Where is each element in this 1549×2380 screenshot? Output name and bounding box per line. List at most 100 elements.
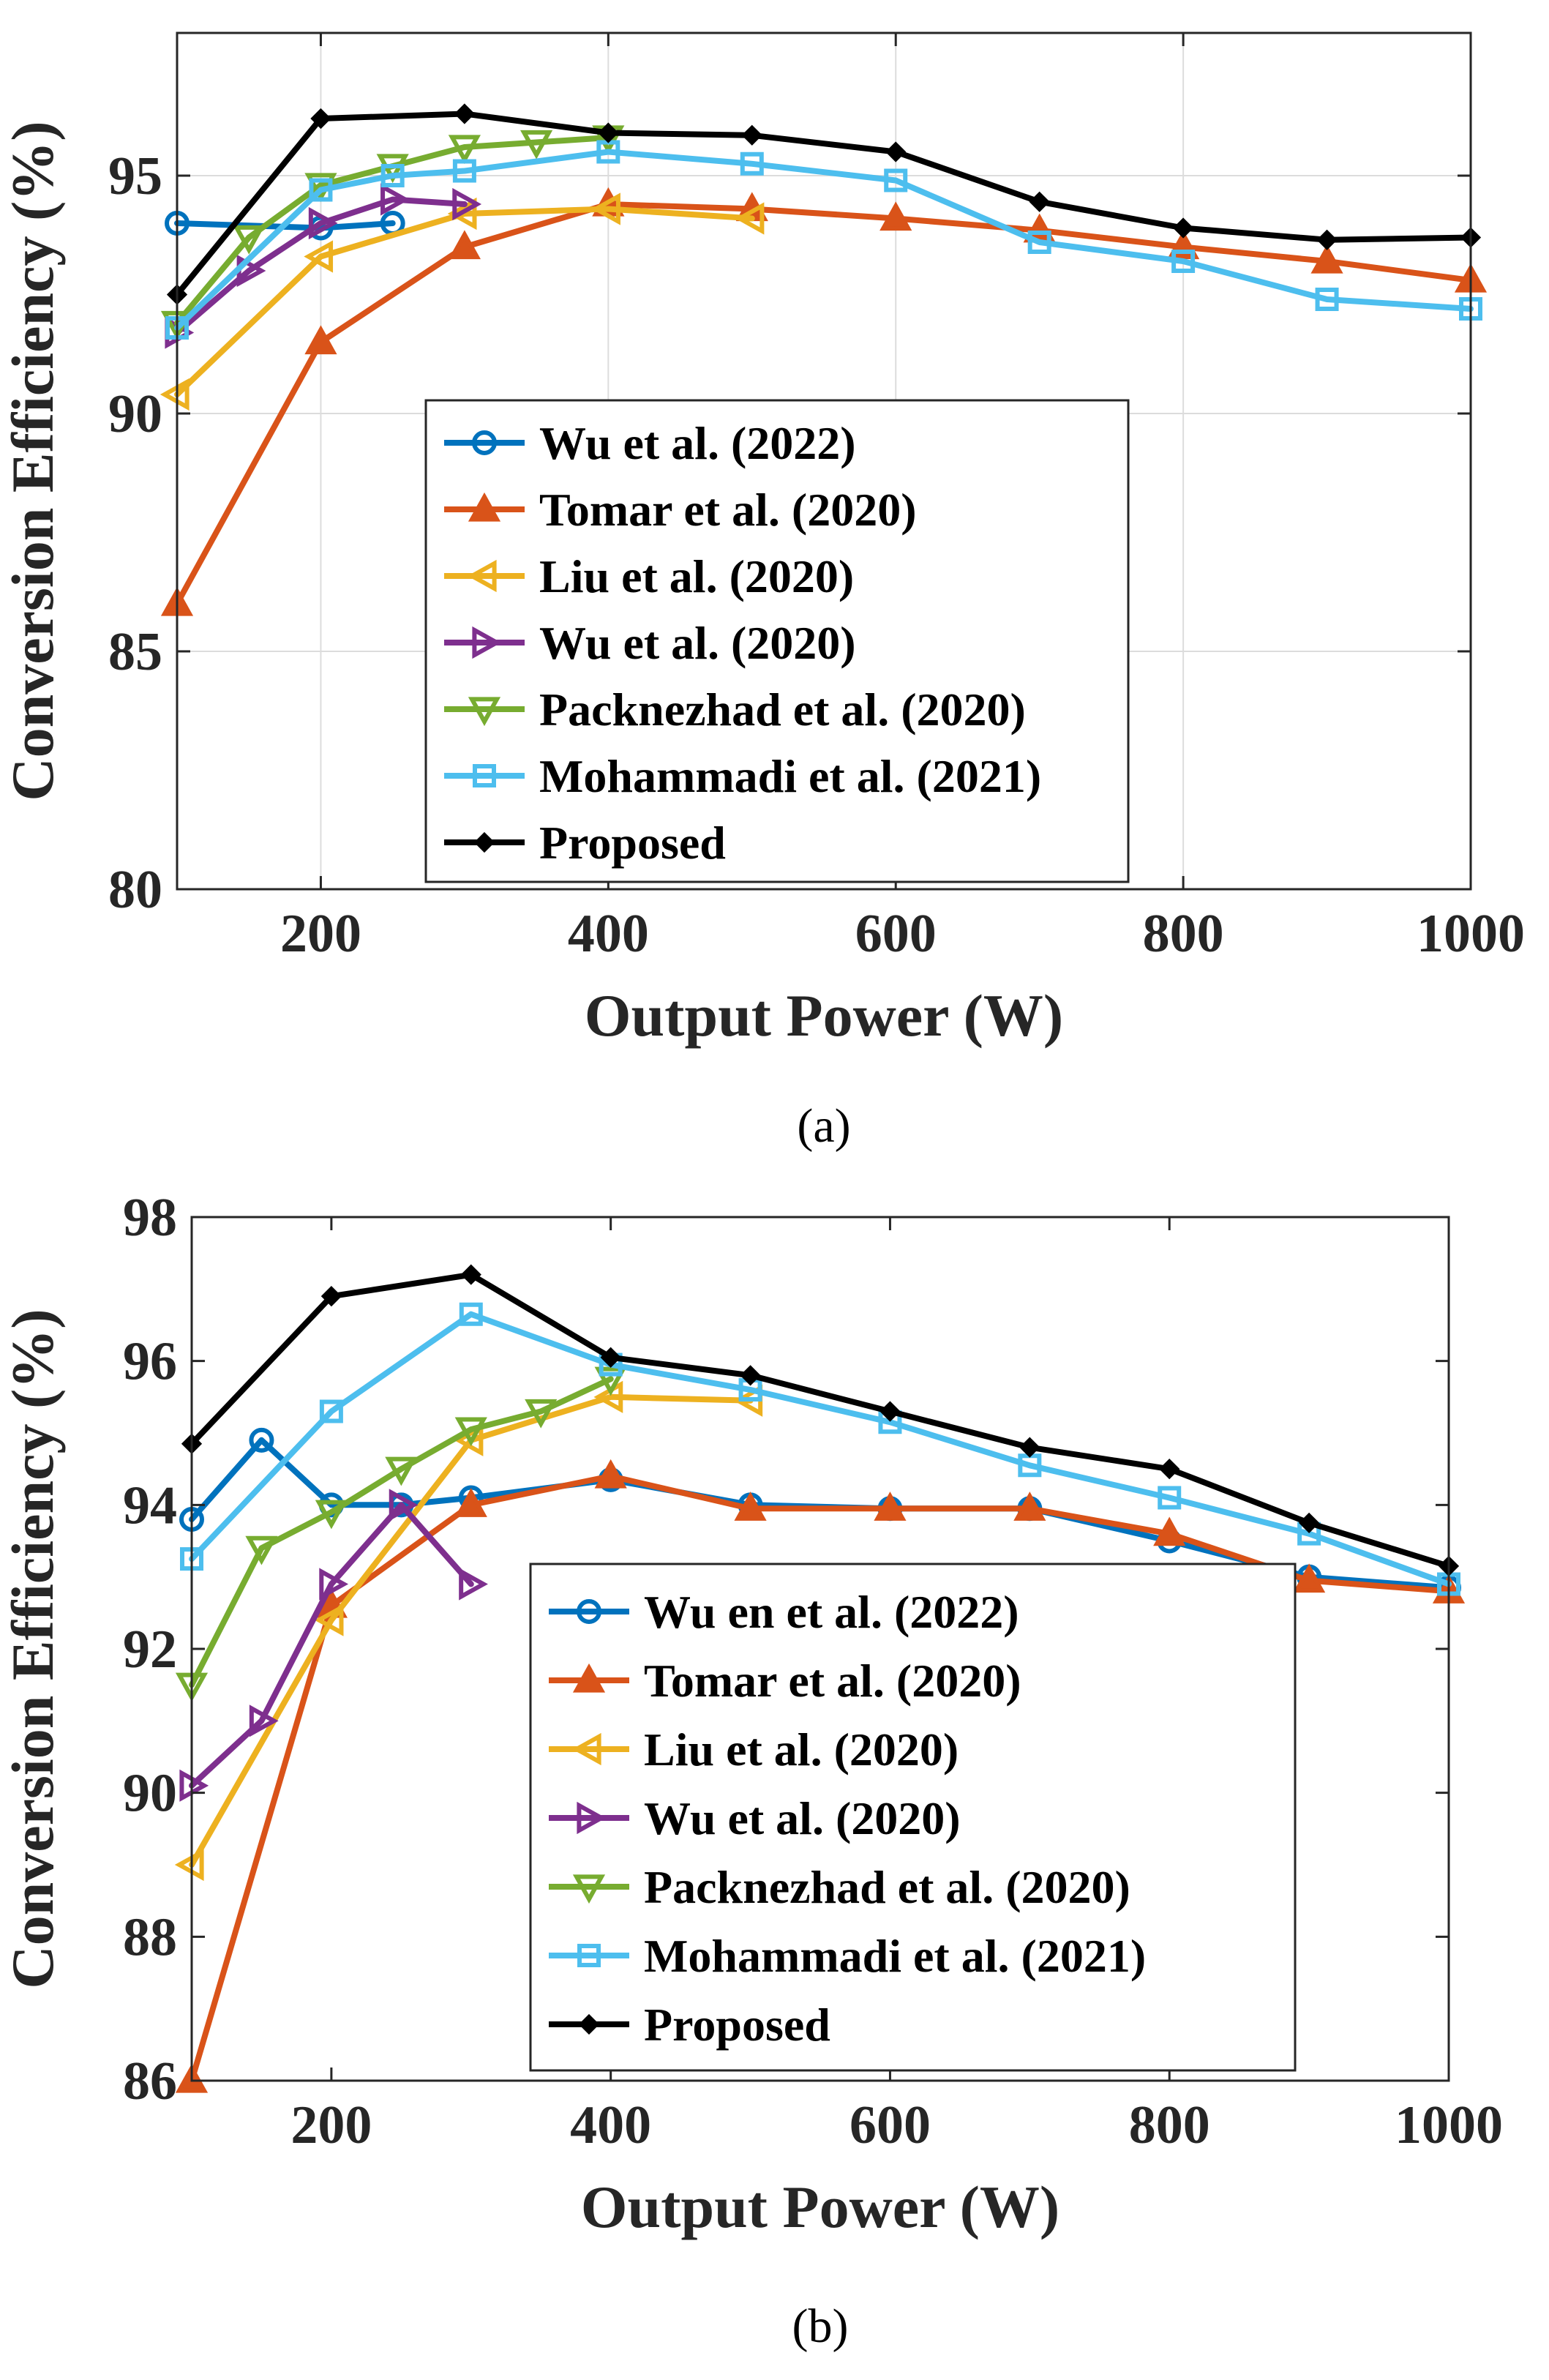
legend-marker xyxy=(473,764,496,787)
x-tick-label: 1000 xyxy=(1395,2095,1503,2155)
y-tick-label: 86 xyxy=(123,2051,177,2111)
legend-marker xyxy=(578,2013,600,2035)
x-tick-label: 200 xyxy=(280,904,361,964)
data-point xyxy=(385,1456,418,1486)
data-point xyxy=(1310,244,1343,274)
legend-label: Liu et al. (2020) xyxy=(644,1724,959,1775)
data-point xyxy=(1027,231,1051,254)
data-point xyxy=(454,1423,484,1456)
series-line xyxy=(174,111,1474,298)
data-point xyxy=(304,325,337,355)
x-tick-label: 1000 xyxy=(1417,904,1525,964)
data-point xyxy=(319,1399,343,1423)
data-point xyxy=(389,1489,419,1522)
legend-entry-liu-et-al-2020: Liu et al. (2020) xyxy=(444,550,854,602)
y-tick-label: 90 xyxy=(108,384,162,444)
x-tick-label: 400 xyxy=(568,904,649,964)
data-point xyxy=(879,201,912,231)
data-point xyxy=(1153,1516,1186,1546)
series-liu-et-al-2020 xyxy=(160,192,765,411)
legend-marker xyxy=(572,1874,606,1904)
legend-label: Mohammadi et al. (2021) xyxy=(644,1930,1146,1982)
data-point xyxy=(174,1848,204,1882)
data-point xyxy=(315,1500,348,1530)
chart-panel-b: 200 400 600 800 1000 86 88 90 92 94 96 98 Output Pow… xyxy=(0,1188,1503,2353)
panel-caption: (b) xyxy=(792,2299,849,2353)
legend-entry-wu-et-al-2022: Wu et al. (2022) xyxy=(444,417,856,469)
y-axis-label: Conversion Efficiency (%) xyxy=(0,121,66,801)
legend-label: Tomar et al. (2020) xyxy=(644,1655,1021,1707)
panel-caption: (a) xyxy=(797,1099,850,1153)
legend-label: Packnezhad et al. (2020) xyxy=(539,684,1026,736)
data-point xyxy=(885,141,907,162)
series-line xyxy=(189,1473,1452,2084)
legend-entry-wu-et-al-2020: Wu et al. (2020) xyxy=(549,1792,961,1844)
legend-marker xyxy=(571,1732,601,1766)
y-tick-label: 88 xyxy=(123,1907,177,1967)
legend-label: Wu et al. (2020) xyxy=(539,617,856,669)
data-point xyxy=(594,1366,627,1396)
data-point xyxy=(740,151,764,176)
data-point xyxy=(160,378,190,411)
data-point xyxy=(380,164,405,187)
data-point xyxy=(1171,250,1196,273)
legend-marker xyxy=(577,1801,607,1835)
data-point xyxy=(249,1704,279,1737)
legend-entry-mohammadi-et-al-2021: Mohammadi et al. (2021) xyxy=(549,1930,1146,1982)
series-line xyxy=(174,149,1474,331)
data-point xyxy=(735,202,765,235)
data-point xyxy=(447,197,477,231)
x-tick-label: 600 xyxy=(855,904,937,964)
legend-entry-liu-et-al-2020: Liu et al. (2020) xyxy=(549,1724,959,1775)
y-tick-label: 85 xyxy=(108,622,162,682)
data-point xyxy=(1298,1512,1320,1534)
data-point xyxy=(525,1399,558,1429)
legend-marker xyxy=(473,831,495,853)
data-point xyxy=(245,1535,278,1565)
legend-marker xyxy=(577,1599,601,1624)
data-point xyxy=(1316,229,1338,250)
data-point xyxy=(1315,288,1339,311)
legend-marker xyxy=(472,430,497,455)
x-tick-label: 400 xyxy=(570,2095,651,2155)
series-wu-et-al-2020 xyxy=(179,1489,488,1802)
legend-entry-tomar-et-al-2020: Tomar et al. (2020) xyxy=(444,484,917,536)
data-point xyxy=(1158,1486,1182,1510)
data-point xyxy=(310,108,331,130)
data-point xyxy=(454,1488,487,1517)
y-tick-label: 90 xyxy=(123,1764,177,1824)
x-tick-label: 600 xyxy=(849,2095,931,2155)
data-point xyxy=(1019,1437,1040,1458)
y-tick-label: 96 xyxy=(123,1332,177,1392)
y-tick-label: 92 xyxy=(123,1620,177,1680)
y-tick-label: 95 xyxy=(108,146,162,206)
data-point xyxy=(1293,1563,1326,1593)
axes-box xyxy=(176,31,1472,891)
series-line xyxy=(189,1376,614,1688)
series-line xyxy=(189,1311,1452,1587)
y-tick-label: 98 xyxy=(123,1188,177,1248)
data-point xyxy=(734,1492,767,1521)
data-point xyxy=(1029,191,1050,212)
data-point xyxy=(741,124,762,146)
data-point xyxy=(308,206,338,240)
data-point xyxy=(594,1459,627,1489)
data-point xyxy=(233,225,266,255)
legend-entry-mohammadi-et-al-2021: Mohammadi et al. (2021) xyxy=(444,750,1041,802)
legend-label: Wu et al. (2020) xyxy=(644,1792,961,1844)
data-point xyxy=(452,159,476,183)
data-point xyxy=(314,1603,344,1636)
y-tick-label: 94 xyxy=(123,1475,177,1535)
data-point xyxy=(448,230,481,260)
series-line xyxy=(174,196,468,336)
x-axis-label: Output Power (W) xyxy=(581,2174,1059,2240)
x-tick-label: 800 xyxy=(1143,904,1224,964)
data-point xyxy=(309,178,333,202)
legend-box xyxy=(424,399,1130,883)
legend-entry-wu-et-al-2020: Wu et al. (2020) xyxy=(444,617,856,669)
data-point xyxy=(454,103,476,124)
x-tick-label: 200 xyxy=(290,2095,372,2155)
legend: Wu et al. (2022) Tomar et al. (2020) Liu e… xyxy=(424,399,1130,883)
